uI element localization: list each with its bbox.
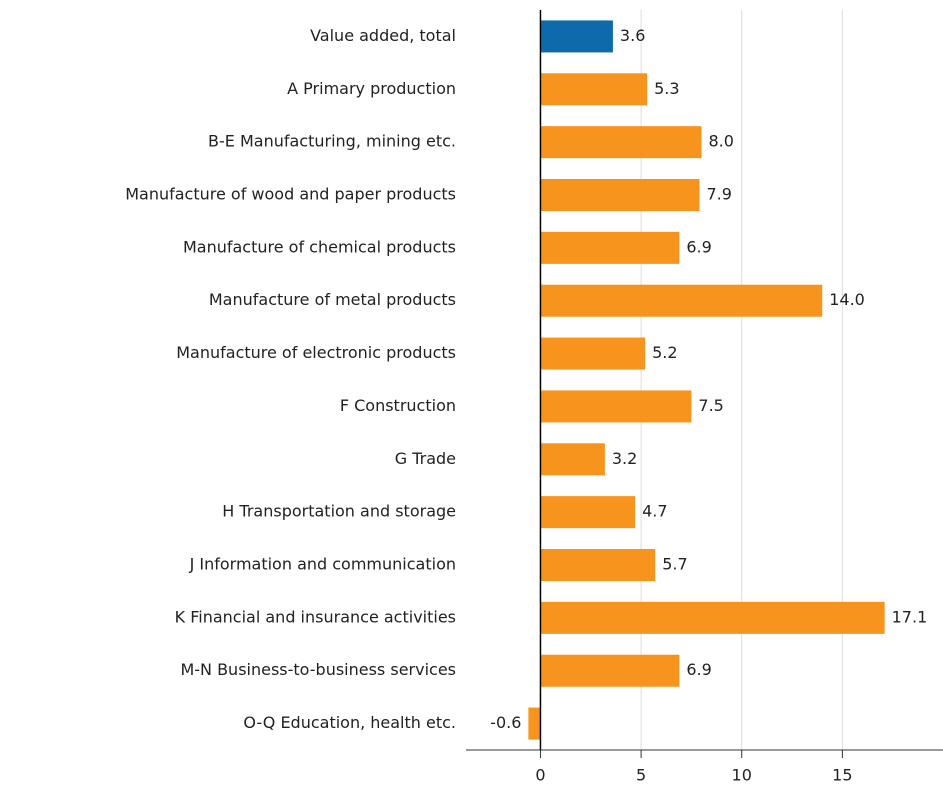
value-label: 3.2 — [612, 449, 637, 468]
y-tick-label: Manufacture of electronic products — [176, 343, 456, 362]
y-tick-label: B-E Manufacturing, mining etc. — [208, 132, 456, 151]
y-tick-label: Value added, total — [310, 26, 456, 45]
y-tick-label: Manufacture of chemical products — [183, 237, 456, 256]
bar — [540, 601, 885, 634]
y-tick-label: H Transportation and storage — [222, 502, 456, 521]
value-label: 8.0 — [708, 132, 733, 151]
y-tick-label: M-N Business-to-business services — [180, 660, 456, 679]
bar — [540, 231, 680, 264]
bar — [540, 390, 692, 423]
y-tick-label: O-Q Education, health etc. — [243, 713, 456, 732]
x-tick-label: 0 — [535, 766, 545, 785]
value-label: 5.2 — [652, 343, 677, 362]
value-label: 7.9 — [706, 185, 731, 204]
bar — [540, 654, 680, 687]
y-tick-label: F Construction — [340, 396, 456, 415]
y-tick-label: G Trade — [395, 449, 456, 468]
value-label: 17.1 — [892, 607, 928, 626]
y-tick-label: Manufacture of wood and paper products — [125, 185, 456, 204]
x-tick-label: 15 — [832, 766, 852, 785]
y-tick-label: A Primary production — [287, 79, 456, 98]
value-label: 4.7 — [642, 502, 667, 521]
value-label: -0.6 — [490, 713, 521, 732]
bar — [540, 337, 646, 370]
bar — [540, 443, 605, 476]
value-label: 6.9 — [686, 237, 711, 256]
y-tick-label: K Financial and insurance activities — [175, 607, 456, 626]
value-label: 5.7 — [662, 555, 687, 574]
bar — [528, 707, 541, 740]
x-tick-label: 5 — [636, 766, 646, 785]
y-tick-label: Manufacture of metal products — [209, 290, 456, 309]
x-tick-label: 10 — [732, 766, 752, 785]
value-label: 6.9 — [686, 660, 711, 679]
bar — [540, 73, 648, 106]
value-label: 3.6 — [620, 26, 645, 45]
bar — [540, 20, 613, 53]
bar — [540, 549, 656, 581]
bar — [540, 126, 702, 159]
bar — [540, 284, 823, 317]
bar — [540, 179, 700, 211]
bar — [540, 496, 636, 529]
y-tick-label: J Information and communication — [189, 555, 456, 574]
value-label: 14.0 — [829, 290, 865, 309]
value-label: 7.5 — [698, 396, 723, 415]
value-label: 5.3 — [654, 79, 679, 98]
